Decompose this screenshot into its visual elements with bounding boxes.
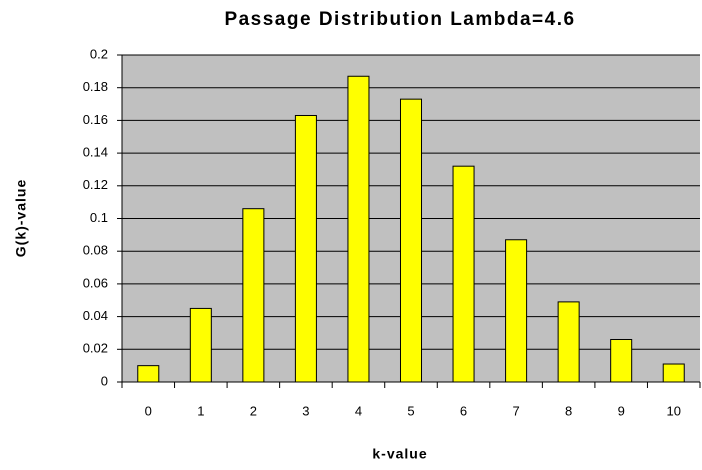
y-tick-label: 0.02 <box>83 341 108 356</box>
y-tick-label: 0.04 <box>83 308 108 323</box>
bar <box>505 239 528 383</box>
bar <box>137 365 160 383</box>
x-tick-label: 0 <box>145 403 152 418</box>
y-axis-title: G(k)-value <box>13 179 29 257</box>
x-tick-label: 1 <box>197 403 204 418</box>
y-tick-label: 0.16 <box>83 112 108 127</box>
x-tick-label: 2 <box>250 403 257 418</box>
y-tick-label: 0.2 <box>90 46 108 61</box>
bar <box>662 363 685 383</box>
x-tick-label: 9 <box>618 403 625 418</box>
x-tick-label: 8 <box>565 403 572 418</box>
x-tick-label: 10 <box>666 403 680 418</box>
bar <box>610 338 633 383</box>
bar <box>452 165 475 383</box>
x-tick-label: 6 <box>460 403 467 418</box>
y-tick-label: 0.14 <box>83 145 108 160</box>
x-tick-label: 5 <box>407 403 414 418</box>
bar <box>557 301 580 383</box>
x-tick-label: 4 <box>355 403 362 418</box>
y-tick-label: 0.06 <box>83 275 108 290</box>
bar <box>347 75 370 383</box>
bar <box>294 114 317 383</box>
chart-title: Passage Distribution Lambda=4.6 <box>224 9 575 30</box>
bar <box>399 98 423 383</box>
y-tick-label: 0.18 <box>83 79 108 94</box>
bar <box>242 208 265 383</box>
y-tick-label: 0 <box>101 373 108 388</box>
x-axis-title: k-value <box>372 446 427 462</box>
y-tick-label: 0.08 <box>83 243 108 258</box>
bar <box>189 307 212 383</box>
y-tick-label: 0.1 <box>90 210 108 225</box>
x-tick-label: 7 <box>512 403 519 418</box>
x-tick-label: 3 <box>302 403 309 418</box>
y-tick-label: 0.12 <box>83 177 108 192</box>
